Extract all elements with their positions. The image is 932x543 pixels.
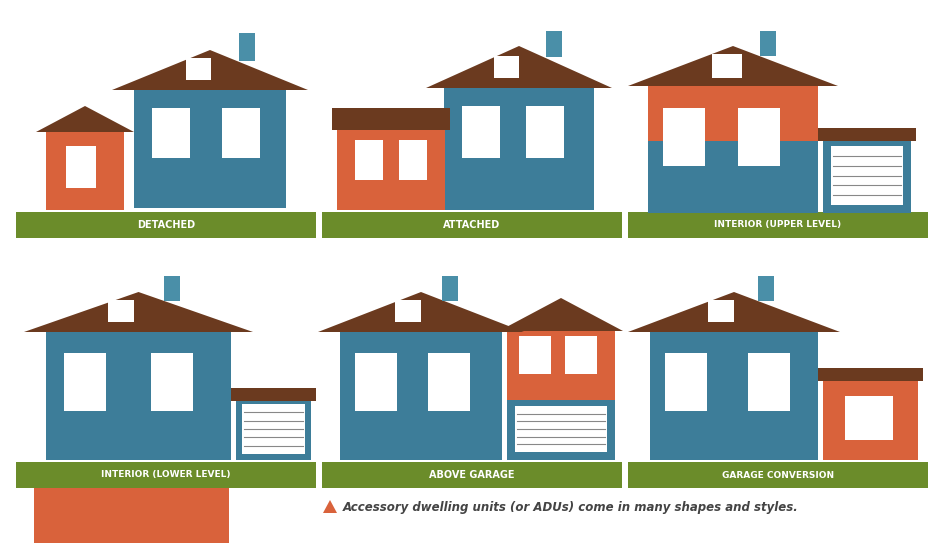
Bar — [515, 406, 607, 452]
Bar — [332, 108, 450, 130]
Bar — [818, 128, 916, 141]
Text: GARAGE CONVERSION: GARAGE CONVERSION — [722, 470, 834, 479]
Bar — [322, 462, 622, 488]
Text: DETACHED: DETACHED — [137, 220, 195, 230]
Bar — [565, 336, 597, 374]
Bar — [16, 212, 316, 238]
Bar — [46, 330, 231, 460]
Bar — [507, 328, 615, 400]
Bar — [16, 462, 316, 488]
Bar — [712, 54, 742, 78]
Bar — [650, 330, 818, 460]
Bar — [507, 398, 615, 460]
Bar — [236, 398, 311, 460]
Bar — [355, 353, 397, 411]
Bar — [399, 140, 427, 180]
Polygon shape — [499, 298, 623, 331]
Bar — [64, 353, 106, 411]
Bar — [231, 388, 316, 401]
Polygon shape — [24, 292, 253, 332]
Bar — [760, 31, 776, 56]
Bar — [462, 106, 500, 158]
Bar — [546, 31, 562, 57]
Bar — [648, 138, 818, 213]
Bar — [444, 86, 594, 210]
Bar — [818, 368, 923, 381]
Text: ABOVE GARAGE: ABOVE GARAGE — [430, 470, 514, 480]
Bar — [186, 58, 211, 80]
Bar — [34, 488, 229, 543]
Bar — [823, 378, 918, 460]
Bar — [242, 404, 305, 454]
Bar — [494, 56, 519, 78]
Bar — [831, 146, 903, 205]
Bar — [134, 88, 286, 208]
Bar — [823, 138, 911, 213]
Bar — [46, 130, 124, 210]
Bar — [519, 336, 551, 374]
Polygon shape — [323, 500, 337, 513]
Text: Accessory dwelling units (or ADUs) come in many shapes and styles.: Accessory dwelling units (or ADUs) come … — [343, 501, 799, 514]
Bar — [239, 33, 255, 61]
Bar — [340, 330, 502, 460]
Polygon shape — [318, 292, 524, 332]
Text: INTERIOR (LOWER LEVEL): INTERIOR (LOWER LEVEL) — [102, 470, 231, 479]
Bar — [322, 212, 622, 238]
Bar — [395, 300, 421, 322]
Bar — [152, 108, 190, 158]
Bar — [738, 108, 780, 166]
Polygon shape — [628, 46, 838, 86]
Bar — [663, 108, 705, 166]
Polygon shape — [36, 106, 134, 132]
Bar — [748, 353, 790, 411]
Bar — [164, 276, 180, 301]
Bar — [628, 212, 928, 238]
Polygon shape — [628, 292, 840, 332]
Bar — [151, 353, 193, 411]
Bar — [337, 128, 445, 210]
Polygon shape — [426, 46, 612, 88]
Bar — [845, 396, 893, 440]
Bar — [628, 462, 928, 488]
Text: INTERIOR (UPPER LEVEL): INTERIOR (UPPER LEVEL) — [715, 220, 842, 230]
Bar — [66, 146, 96, 188]
Bar — [442, 276, 458, 301]
Bar — [648, 83, 818, 141]
Bar — [708, 300, 734, 322]
Bar — [758, 276, 774, 301]
Bar — [108, 300, 134, 322]
Bar — [526, 106, 564, 158]
Bar — [222, 108, 260, 158]
Bar — [665, 353, 707, 411]
Bar — [428, 353, 470, 411]
Bar — [355, 140, 383, 180]
Polygon shape — [112, 50, 308, 90]
Text: ATTACHED: ATTACHED — [444, 220, 500, 230]
